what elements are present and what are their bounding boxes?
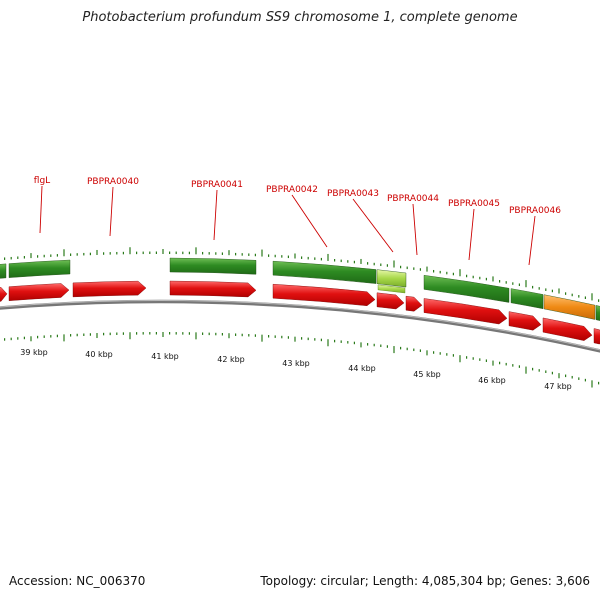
label-leader xyxy=(39,185,43,234)
gene-label[interactable]: PBPRA0043 xyxy=(327,189,379,199)
kbp-label: 45 kbp xyxy=(413,370,441,379)
kbp-label: 46 kbp xyxy=(478,376,506,385)
forward-gene[interactable] xyxy=(0,263,7,279)
reverse-gene[interactable] xyxy=(169,280,257,298)
map-title: Photobacterium profundum SS9 chromosome … xyxy=(82,10,518,25)
forward-gene[interactable] xyxy=(272,260,377,284)
kbp-label: 42 kbp xyxy=(217,355,245,364)
reverse-gene[interactable] xyxy=(593,328,600,345)
kbp-label: 47 kbp xyxy=(544,382,572,391)
forward-gene[interactable] xyxy=(543,294,596,320)
gene-label[interactable]: PBPRA0044 xyxy=(387,194,439,204)
forward-gene[interactable] xyxy=(510,288,544,309)
label-leader xyxy=(528,215,536,266)
reverse-genes xyxy=(0,280,600,345)
forward-gene[interactable] xyxy=(376,269,407,288)
reverse-gene[interactable] xyxy=(405,295,423,312)
label-leader xyxy=(291,194,328,248)
tick-marks xyxy=(3,247,600,388)
label-leader xyxy=(412,203,418,256)
reverse-gene[interactable] xyxy=(508,311,542,331)
gene-label[interactable]: PBPRA0045 xyxy=(448,199,500,209)
backbone-arc xyxy=(0,299,600,353)
kbp-label: 41 kbp xyxy=(151,352,179,361)
gene-label[interactable]: PBPRA0040 xyxy=(87,177,139,187)
label-leader xyxy=(468,208,475,261)
forward-gene[interactable] xyxy=(423,275,510,303)
kbp-label: 43 kbp xyxy=(282,359,310,368)
reverse-gene[interactable] xyxy=(376,292,405,310)
reverse-gene[interactable] xyxy=(0,287,8,302)
label-leader xyxy=(213,189,218,241)
reverse-gene[interactable] xyxy=(8,283,70,301)
tick-labels: 39 kbp 40 kbp 41 kbp 42 kbp 43 kbp 44 kbp 45 k… xyxy=(20,348,572,391)
forward-genes xyxy=(0,257,600,321)
reverse-gene[interactable] xyxy=(423,298,508,325)
reverse-gene[interactable] xyxy=(272,283,376,306)
kbp-label: 40 kbp xyxy=(85,350,113,359)
forward-gene[interactable] xyxy=(169,257,257,275)
reverse-gene[interactable] xyxy=(72,280,147,298)
gene-label[interactable]: PBPRA0041 xyxy=(191,180,243,190)
forward-gene[interactable] xyxy=(377,284,406,294)
label-leader xyxy=(109,186,114,237)
genome-stats: Topology: circular; Length: 4,085,304 bp… xyxy=(260,574,590,588)
label-leader xyxy=(352,198,394,253)
gene-label[interactable]: PBPRA0042 xyxy=(266,185,318,195)
kbp-label: 39 kbp xyxy=(20,348,48,357)
forward-gene[interactable] xyxy=(595,305,600,321)
backbone-layer xyxy=(0,299,600,353)
forward-gene[interactable] xyxy=(8,259,71,278)
gene-label[interactable]: flgL xyxy=(34,176,50,186)
gene-label[interactable]: PBPRA0046 xyxy=(509,206,561,216)
reverse-gene[interactable] xyxy=(542,317,593,341)
backbone-highlight xyxy=(0,300,600,351)
accession-text: Accession: NC_006370 xyxy=(9,574,146,588)
gene-labels: flgL PBPRA0040 PBPRA0041 PBPRA0042 PBPRA0043… xyxy=(34,176,561,266)
kbp-label: 44 kbp xyxy=(348,364,376,373)
